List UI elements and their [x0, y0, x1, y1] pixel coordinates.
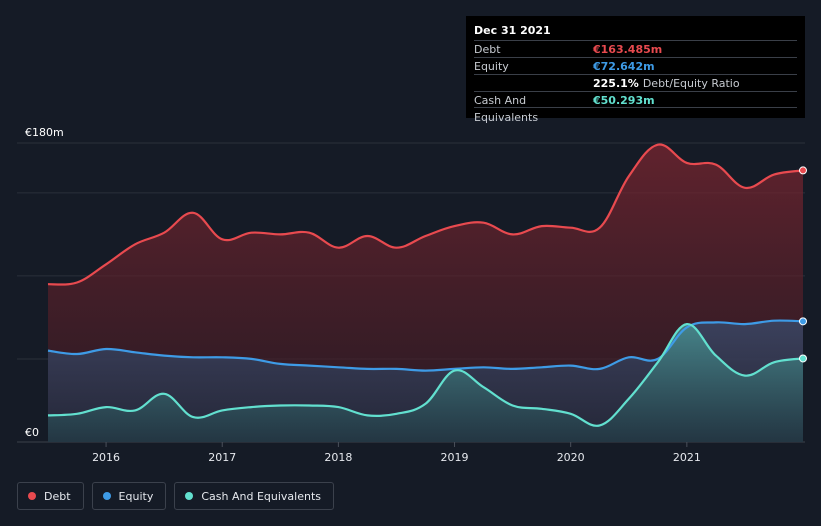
tooltip-ratio-unit: Debt/Equity Ratio — [642, 77, 740, 90]
chart-lines — [47, 143, 804, 427]
x-tick-label: 2017 — [208, 451, 236, 464]
legend-item-equity[interactable]: Equity — [91, 482, 167, 510]
tooltip-row-ratio: 225.1% Debt/Equity Ratio — [474, 74, 797, 91]
legend-item-debt[interactable]: Debt — [17, 482, 84, 510]
end-marker-cash — [799, 354, 807, 363]
y-axis-min-label: €0 — [25, 426, 39, 439]
legend-label-cash: Cash And Equivalents — [201, 489, 321, 503]
tooltip-row-debt: Debt €163.485m — [474, 40, 797, 57]
legend-item-cash[interactable]: Cash And Equivalents — [174, 482, 334, 510]
area-cash — [48, 324, 803, 442]
legend-dot-cash-icon — [185, 492, 194, 500]
tooltip-cash-value: €50.293m — [593, 94, 655, 107]
tooltip-row-equity: Equity €72.642m — [474, 57, 797, 74]
tooltip-row-cash: Cash And Equivalents €50.293m — [474, 91, 797, 124]
x-tick-label: 2019 — [441, 451, 469, 464]
x-tick-label: 2020 — [557, 451, 585, 464]
x-tick-label: 2018 — [324, 451, 352, 464]
line-debt — [47, 143, 804, 286]
tooltip-ratio-value: 225.1% — [593, 77, 639, 90]
legend-label-debt: Debt — [44, 489, 71, 503]
tooltip: Dec 31 2021 Debt €163.485m Equity €72.64… — [466, 16, 805, 124]
tooltip-date: Dec 31 2021 — [474, 24, 551, 37]
tooltip-equity-label: Equity — [474, 60, 509, 73]
tooltip-equity-value: €72.642m — [593, 60, 655, 73]
chart-end-markers — [799, 166, 807, 363]
x-axis: 2016 2017 2018 2019 2020 2021 — [92, 442, 701, 464]
tooltip-cash-label: Cash And Equivalents — [474, 94, 539, 124]
end-marker-debt — [799, 166, 807, 175]
line-cash — [47, 323, 804, 427]
legend: Debt Equity Cash And Equivalents — [17, 482, 334, 510]
line-equity — [47, 319, 804, 372]
legend-dot-debt-icon — [28, 492, 36, 500]
tooltip-debt-value: €163.485m — [593, 43, 663, 56]
x-tick-label: 2021 — [673, 451, 701, 464]
x-tick-label: 2016 — [92, 451, 120, 464]
tooltip-debt-label: Debt — [474, 43, 501, 56]
y-axis-max-label: €180m — [25, 126, 64, 139]
legend-label-equity: Equity — [118, 489, 154, 503]
legend-dot-equity-icon — [102, 492, 111, 500]
chart-areas — [48, 144, 803, 442]
end-marker-equity — [799, 317, 807, 326]
